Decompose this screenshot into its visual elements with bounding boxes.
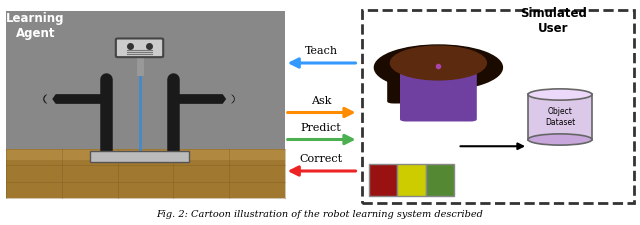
- FancyBboxPatch shape: [387, 54, 426, 104]
- FancyBboxPatch shape: [397, 164, 426, 196]
- FancyBboxPatch shape: [400, 68, 477, 122]
- FancyBboxPatch shape: [6, 148, 285, 160]
- Ellipse shape: [528, 134, 592, 145]
- Ellipse shape: [528, 89, 592, 100]
- FancyBboxPatch shape: [362, 10, 634, 202]
- Circle shape: [390, 46, 486, 80]
- FancyBboxPatch shape: [426, 164, 454, 196]
- FancyBboxPatch shape: [116, 38, 163, 57]
- FancyBboxPatch shape: [6, 148, 285, 198]
- Text: Ask: Ask: [311, 96, 332, 106]
- Text: Fig. 2: Cartoon illustration of the robot learning system described: Fig. 2: Cartoon illustration of the robo…: [157, 210, 483, 219]
- Text: Correct: Correct: [300, 154, 343, 164]
- Text: Simulated
User: Simulated User: [520, 7, 587, 35]
- FancyBboxPatch shape: [6, 11, 285, 153]
- Text: Learning
Agent: Learning Agent: [6, 12, 65, 40]
- Circle shape: [374, 45, 502, 90]
- FancyBboxPatch shape: [369, 164, 397, 196]
- Text: Predict: Predict: [301, 123, 342, 133]
- FancyBboxPatch shape: [528, 94, 592, 140]
- Text: Object
Dataset: Object Dataset: [545, 107, 575, 127]
- Text: Teach: Teach: [305, 46, 338, 56]
- FancyBboxPatch shape: [90, 151, 189, 162]
